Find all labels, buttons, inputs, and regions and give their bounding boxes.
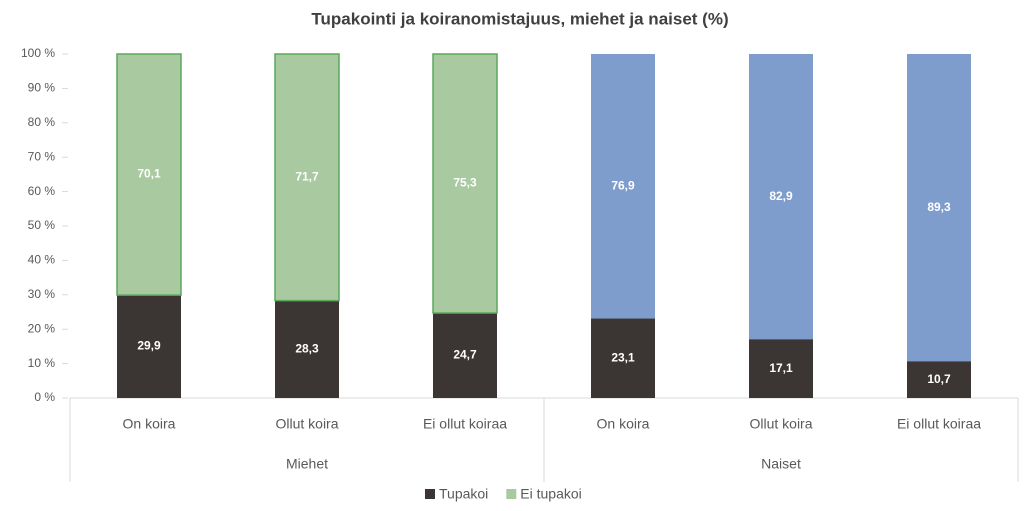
x-tick-label: Ei ollut koiraa [897, 416, 981, 432]
x-tick-label: On koira [123, 416, 176, 432]
x-tick-label: Ollut koira [275, 416, 338, 432]
legend-swatch [506, 489, 517, 499]
bar-segment [907, 361, 971, 398]
y-tick-label: 80 % [28, 115, 56, 129]
y-tick-label: 50 % [28, 218, 56, 232]
y-tick-label: 90 % [28, 81, 56, 95]
data-label: 24,7 [453, 348, 477, 362]
legend-label: Ei tupakoi [520, 486, 581, 502]
y-tick-label: 70 % [28, 149, 56, 163]
data-label: 75,3 [453, 176, 477, 190]
data-label: 82,9 [769, 189, 793, 203]
data-label: 29,9 [137, 339, 161, 353]
chart-title: Tupakointi ja koiranomistajuus, miehet j… [311, 9, 728, 28]
y-tick-label: 10 % [28, 356, 56, 370]
legend-swatch [425, 489, 435, 499]
bar-segment [433, 313, 497, 398]
bar-segment [116, 53, 182, 296]
bar-segment [274, 53, 340, 302]
data-label: 70,1 [137, 167, 161, 181]
bar-segment [591, 54, 655, 319]
bar-segment [907, 54, 971, 362]
data-label: 23,1 [611, 350, 635, 364]
data-label: 28,3 [295, 341, 319, 355]
data-label: 17,1 [769, 361, 793, 375]
y-tick-label: 40 % [28, 253, 56, 267]
y-tick-label: 100 % [21, 46, 55, 60]
x-tick-label: Ollut koira [749, 416, 812, 432]
data-label: 76,9 [611, 178, 635, 192]
data-label: 10,7 [927, 372, 951, 386]
data-label: 71,7 [295, 169, 319, 183]
bar-segment [432, 53, 498, 314]
bar-segment [591, 318, 655, 398]
y-tick-label: 60 % [28, 184, 56, 198]
bar-segment [749, 339, 813, 398]
y-tick-label: 0 % [34, 390, 55, 404]
legend-label: Tupakoi [439, 486, 488, 502]
x-tick-label: Ei ollut koiraa [423, 416, 507, 432]
data-label: 89,3 [927, 200, 951, 214]
x-tick-label: On koira [597, 416, 650, 432]
group-label: Miehet [286, 456, 328, 472]
bar-segment [117, 295, 181, 398]
bar-segment [749, 54, 813, 340]
y-tick-label: 30 % [28, 287, 56, 301]
group-label: Naiset [761, 456, 801, 472]
y-tick-label: 20 % [28, 321, 56, 335]
bar-segment [275, 300, 339, 398]
